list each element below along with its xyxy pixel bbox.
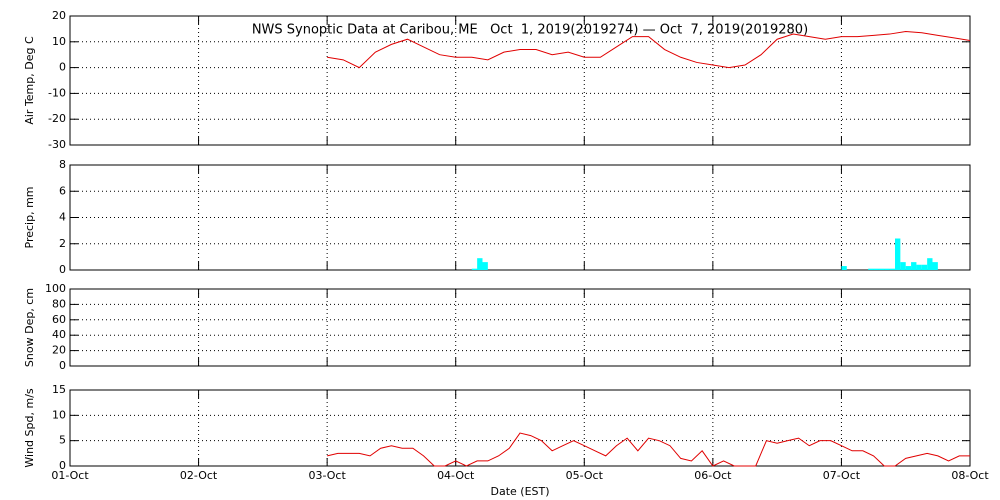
bar xyxy=(905,266,912,270)
y-axis-label: Precip, mm xyxy=(23,187,36,249)
bar xyxy=(921,264,928,270)
y-tick-label: -30 xyxy=(48,138,66,151)
y-tick-label: 100 xyxy=(45,282,66,295)
y-axis-label: Snow Dep, cm xyxy=(23,288,36,367)
chart-title: NWS Synoptic Data at Caribou, ME Oct 1, … xyxy=(252,23,808,38)
y-tick-label: 15 xyxy=(52,383,66,396)
bar xyxy=(889,268,895,270)
bar xyxy=(932,262,938,270)
x-tick-label: 07-Oct xyxy=(823,469,861,482)
x-tick-label: 01-Oct xyxy=(51,469,89,482)
data-line xyxy=(327,30,971,69)
y-tick-label: 8 xyxy=(59,158,66,171)
y-tick-label: 80 xyxy=(52,297,66,310)
bar xyxy=(900,262,906,270)
bar xyxy=(477,258,483,270)
y-axis-label: Wind Spd, m/s xyxy=(23,388,36,468)
x-tick-label: 03-Oct xyxy=(308,469,346,482)
x-tick-label: 02-Oct xyxy=(180,469,218,482)
y-tick-label: 40 xyxy=(52,328,66,341)
y-tick-label: 2 xyxy=(59,237,66,250)
y-tick-label: 10 xyxy=(52,408,66,421)
plot-frame xyxy=(69,15,971,146)
x-tick-label: 06-Oct xyxy=(694,469,732,482)
bar xyxy=(878,268,885,270)
bar xyxy=(471,268,478,270)
y-tick-label: 20 xyxy=(52,9,66,22)
y-tick-label: 0 xyxy=(59,359,66,372)
y-tick-label: 6 xyxy=(59,184,66,197)
bar xyxy=(873,268,879,270)
plot-frame xyxy=(69,389,971,467)
y-tick-label: -20 xyxy=(48,112,66,125)
x-axis-label: Date (EST) xyxy=(490,485,549,498)
bar xyxy=(916,264,922,270)
x-tick-label: 05-Oct xyxy=(566,469,604,482)
y-tick-label: 10 xyxy=(52,35,66,48)
y-axis-label: Air Temp, Deg C xyxy=(23,36,36,125)
x-tick-label: 08-Oct xyxy=(951,469,989,482)
bar xyxy=(482,262,488,270)
bar xyxy=(911,262,917,270)
y-tick-label: 5 xyxy=(59,434,66,447)
y-tick-label: 20 xyxy=(52,344,66,357)
y-tick-label: 4 xyxy=(59,211,66,224)
y-tick-label: 0 xyxy=(59,459,66,472)
bar xyxy=(884,268,890,270)
y-tick-label: -10 xyxy=(48,86,66,99)
bar xyxy=(841,266,847,270)
bar xyxy=(895,238,901,270)
bar xyxy=(868,268,874,270)
y-tick-label: 0 xyxy=(59,263,66,276)
data-line xyxy=(327,432,970,467)
plot-frame xyxy=(69,288,971,367)
bar xyxy=(927,258,933,270)
y-tick-label: 0 xyxy=(59,61,66,74)
y-tick-label: 60 xyxy=(52,313,66,326)
x-tick-label: 04-Oct xyxy=(437,469,475,482)
